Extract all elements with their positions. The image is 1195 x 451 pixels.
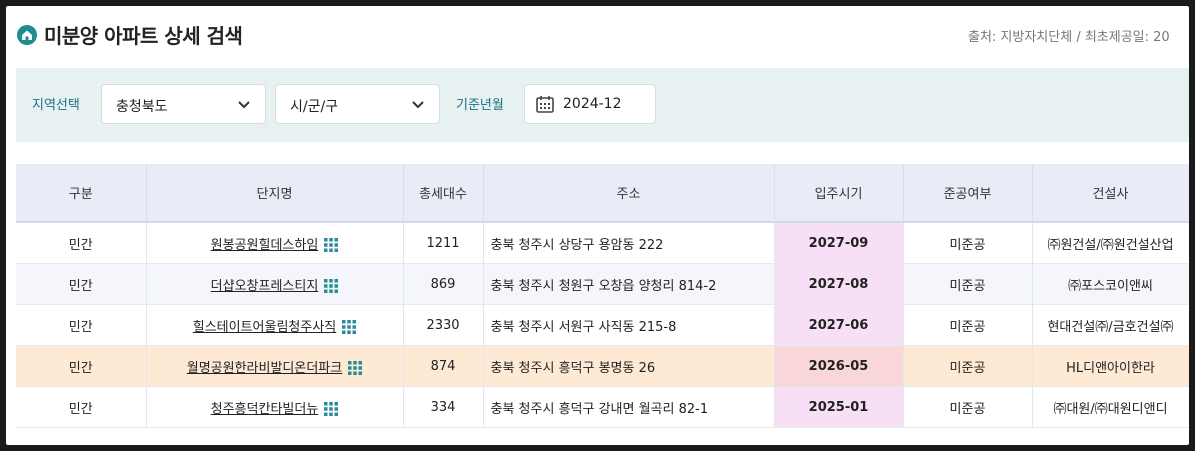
cell-status: 미준공: [903, 386, 1033, 428]
cell-units: 874: [403, 345, 484, 387]
cell-name: 힐스테이트어울림청주사직: [146, 304, 404, 346]
cell-move-in: 2027-09: [774, 222, 904, 264]
table-row: 민간 청주흥덕칸타빌더뉴 334 충북 청주시 흥덕구 강내면 월곡리 82-1…: [16, 386, 1189, 428]
cell-name: 원봉공원힐데스하임: [146, 222, 404, 264]
page-title: 미분양 아파트 상세 검색: [44, 24, 243, 48]
col-header-builder: 건설사: [1032, 164, 1189, 223]
cell-move-in: 2027-06: [774, 304, 904, 346]
complex-name-link[interactable]: 청주흥덕칸타빌더뉴: [210, 401, 319, 417]
date-label: 기준년월: [456, 98, 504, 113]
table-row: 민간 더샵오창프레스티지 869 충북 청주시 청원구 오창읍 양청리 814-…: [16, 263, 1189, 305]
calendar-icon: [536, 96, 554, 113]
app-frame: 미분양 아파트 상세 검색 출처: 지방자치단체 / 최초제공일: 20 지역선…: [6, 6, 1189, 445]
cell-name: 더샵오창프레스티지: [146, 263, 404, 305]
grid-detail-icon[interactable]: [342, 320, 357, 334]
cell-type: 민간: [16, 345, 147, 387]
cell-units: 869: [403, 263, 484, 305]
col-header-name: 단지명: [146, 164, 404, 223]
cell-move-in: 2026-05: [774, 345, 904, 387]
col-header-units: 총세대수: [403, 164, 484, 223]
chevron-down-icon: [412, 101, 424, 109]
cell-status: 미준공: [903, 222, 1033, 264]
grid-detail-icon[interactable]: [324, 238, 339, 252]
cell-builder: ㈜원건설/㈜원건설산업: [1032, 222, 1189, 264]
grid-detail-icon[interactable]: [324, 279, 339, 293]
complex-name-link[interactable]: 월명공원한라비발디온더파크: [186, 360, 343, 376]
grid-detail-icon[interactable]: [348, 361, 363, 375]
cell-builder: ㈜대원/㈜대원디앤디: [1032, 386, 1189, 428]
cell-address: 충북 청주시 흥덕구 강내면 월곡리 82-1: [483, 386, 775, 428]
complex-name-link[interactable]: 원봉공원힐데스하임: [210, 237, 319, 253]
cell-builder: ㈜포스코이앤씨: [1032, 263, 1189, 305]
cell-address: 충북 청주시 상당구 용암동 222: [483, 222, 775, 264]
cell-builder: 현대건설㈜/금호건설㈜: [1032, 304, 1189, 346]
date-picker[interactable]: 2024-12: [524, 84, 656, 124]
cell-address: 충북 청주시 흥덕구 봉명동 26: [483, 345, 775, 387]
filter-bar: 지역선택 충청북도 시/군/구 기준년월 2024-12: [16, 68, 1189, 142]
results-table: 구분 단지명 총세대수 주소 입주시기 준공여부 건설사 민간 원봉공원힐데스하…: [16, 164, 1189, 428]
district-value: 시/군/구: [290, 99, 339, 115]
complex-name-link[interactable]: 힐스테이트어울림청주사직: [192, 319, 337, 335]
grid-detail-icon[interactable]: [324, 402, 339, 416]
col-header-address: 주소: [483, 164, 775, 223]
cell-address: 충북 청주시 서원구 사직동 215-8: [483, 304, 775, 346]
cell-name: 월명공원한라비발디온더파크: [146, 345, 404, 387]
col-header-type: 구분: [16, 164, 147, 223]
district-select[interactable]: 시/군/구: [275, 84, 440, 124]
cell-address: 충북 청주시 청원구 오창읍 양청리 814-2: [483, 263, 775, 305]
table-row: 민간 원봉공원힐데스하임 1211 충북 청주시 상당구 용암동 222 202…: [16, 222, 1189, 264]
cell-type: 민간: [16, 222, 147, 264]
header: 미분양 아파트 상세 검색 출처: 지방자치단체 / 최초제공일: 20: [6, 6, 1189, 66]
cell-units: 1211: [403, 222, 484, 264]
date-value: 2024-12: [563, 96, 622, 112]
province-select[interactable]: 충청북도: [101, 84, 266, 124]
home-logo-icon: [17, 25, 37, 45]
region-label: 지역선택: [32, 98, 80, 113]
cell-name: 청주흥덕칸타빌더뉴: [146, 386, 404, 428]
col-header-move-in: 입주시기: [774, 164, 904, 223]
cell-status: 미준공: [903, 345, 1033, 387]
table-header-row: 구분 단지명 총세대수 주소 입주시기 준공여부 건설사: [16, 164, 1189, 223]
cell-type: 민간: [16, 386, 147, 428]
cell-status: 미준공: [903, 304, 1033, 346]
cell-units: 334: [403, 386, 484, 428]
cell-type: 민간: [16, 263, 147, 305]
cell-move-in: 2027-08: [774, 263, 904, 305]
chevron-down-icon: [238, 101, 250, 109]
complex-name-link[interactable]: 더샵오창프레스티지: [210, 278, 319, 294]
province-value: 충청북도: [116, 99, 168, 115]
cell-units: 2330: [403, 304, 484, 346]
col-header-status: 준공여부: [903, 164, 1033, 223]
cell-type: 민간: [16, 304, 147, 346]
cell-move-in: 2025-01: [774, 386, 904, 428]
cell-status: 미준공: [903, 263, 1033, 305]
cell-builder: HL디앤아이한라: [1032, 345, 1189, 387]
table-row-highlighted: 민간 월명공원한라비발디온더파크 874 충북 청주시 흥덕구 봉명동 26 2…: [16, 345, 1189, 387]
source-text: 출처: 지방자치단체 / 최초제공일: 20: [968, 30, 1170, 45]
table-row: 민간 힐스테이트어울림청주사직 2330 충북 청주시 서원구 사직동 215-…: [16, 304, 1189, 346]
